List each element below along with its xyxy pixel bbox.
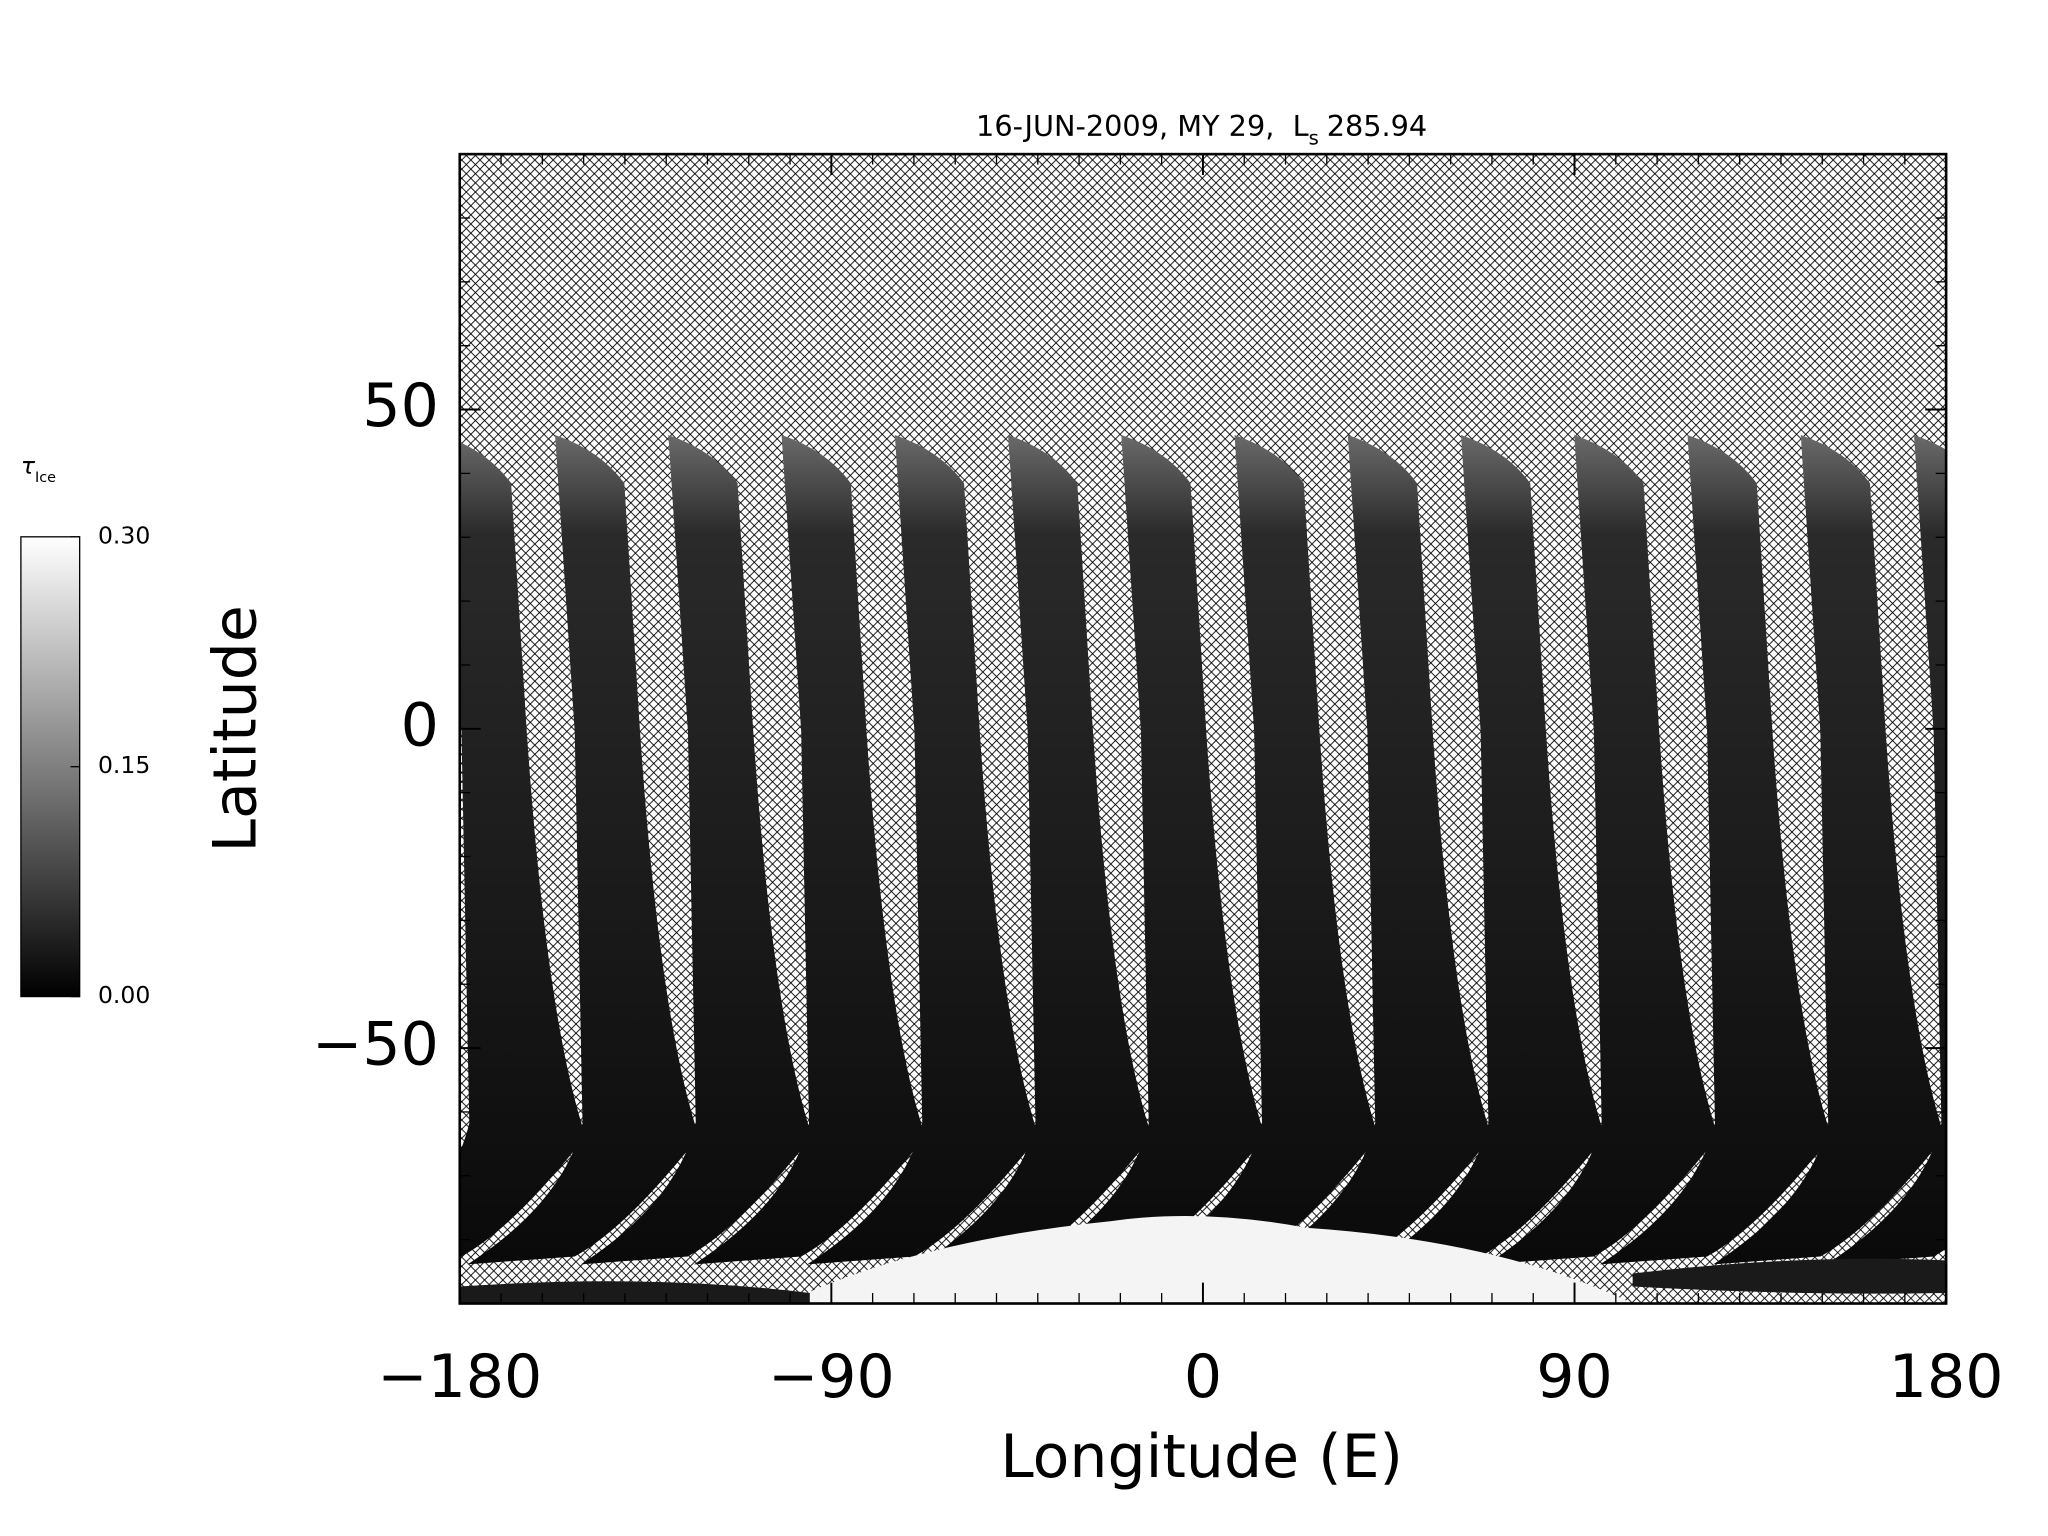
title-subscript: s [1309,126,1319,149]
y-tick-label: 50 [362,371,438,441]
orbit-swath [1147,434,1379,1265]
map-area [459,154,1947,1304]
y-tick-label: −50 [312,1010,439,1080]
orbit-swath [580,434,813,1265]
title-symbol: L [1293,109,1309,143]
chart-title: 16-JUN-2009, MY 29, Ls 285.94 [976,109,1427,149]
orbit-swath [807,434,1039,1265]
colorbar-label: τIce [21,451,56,486]
x-axis-label: Longitude (E) [1000,1422,1403,1492]
orbit-swath [1486,434,1718,1265]
x-tick-label: 90 [1536,1342,1612,1412]
orbit-swath [467,434,699,1265]
title-value: 285.94 [1327,109,1428,143]
colorbar-tick-label: 0.15 [98,751,150,779]
polar-edge [459,1258,1947,1304]
polar-ice [783,1215,1633,1304]
x-tick-label: −180 [377,1342,542,1412]
orbit-swath [920,434,1152,1265]
orbit-swath [694,434,926,1265]
orbit-swath [459,442,586,1257]
colorbar [20,536,81,998]
y-axis-label: Latitude [201,605,271,852]
orbit-swath [1713,434,1945,1265]
x-tick-label: 180 [1889,1342,2004,1412]
orbit-swath [1373,434,1605,1265]
colorbar-tick-label: 0.30 [98,521,150,549]
orbit-swath [1260,434,1492,1265]
colorbar-symbol: τ [21,451,36,479]
orbit-swath [1600,434,1832,1265]
orbit-swath [1939,1260,1947,1265]
y-tick-label: 0 [401,690,439,760]
orbit-swath [1033,434,1265,1265]
x-tick-label: −90 [768,1342,895,1412]
x-tick-label: 0 [1184,1342,1222,1412]
colorbar-subscript: Ice [35,470,56,486]
colorbar-tick-label: 0.00 [98,981,150,1009]
orbit-swath [1826,434,1947,1265]
title-date: 16-JUN-2009, MY 29, [976,109,1274,143]
